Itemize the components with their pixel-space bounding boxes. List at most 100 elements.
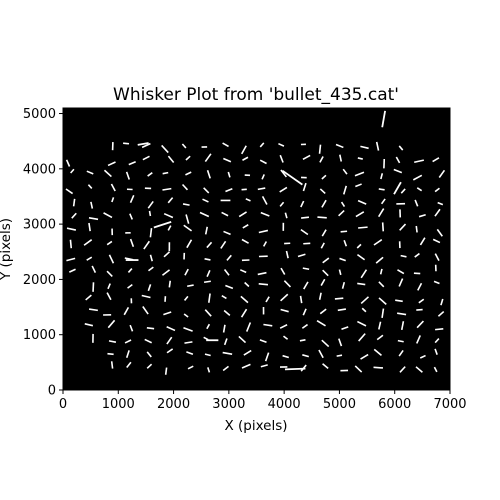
whisker xyxy=(377,208,385,218)
whisker xyxy=(318,349,324,359)
whisker xyxy=(356,253,366,261)
whisker xyxy=(343,239,348,247)
whisker xyxy=(395,299,403,303)
whisker xyxy=(149,254,154,262)
whisker xyxy=(319,188,326,195)
whisker xyxy=(341,326,349,330)
whisker xyxy=(146,327,155,330)
whisker xyxy=(342,185,348,195)
whisker xyxy=(319,308,327,315)
whisker xyxy=(223,230,231,236)
whisker xyxy=(339,154,343,162)
x-axis-label: X (pixels) xyxy=(224,418,287,434)
whisker xyxy=(434,338,440,344)
whisker xyxy=(107,352,114,356)
whisker xyxy=(245,198,251,202)
whisker xyxy=(185,155,191,161)
whisker xyxy=(302,154,311,161)
whisker xyxy=(417,282,423,291)
whisker xyxy=(238,211,247,218)
whisker xyxy=(300,200,305,208)
whisker xyxy=(183,295,189,301)
y-axis-label: Y (pixels) xyxy=(0,218,14,281)
whisker xyxy=(162,187,172,191)
whisker xyxy=(322,363,329,370)
whisker xyxy=(282,354,290,359)
whisker xyxy=(110,361,114,369)
whisker xyxy=(373,238,383,246)
whisker xyxy=(220,240,227,249)
whisker xyxy=(300,228,309,236)
whisker xyxy=(435,327,444,331)
whisker xyxy=(107,161,116,167)
x-tick-label: 5000 xyxy=(323,397,356,412)
whisker xyxy=(358,226,368,229)
whisker xyxy=(129,194,135,204)
whisker xyxy=(280,267,286,275)
whisker xyxy=(303,281,309,290)
whisker xyxy=(393,168,403,174)
whisker xyxy=(242,224,249,229)
whisker xyxy=(318,292,322,300)
whisker xyxy=(204,226,209,235)
whisker xyxy=(378,281,385,288)
whisker xyxy=(222,351,233,355)
whisker xyxy=(125,171,131,180)
whisker xyxy=(142,306,149,315)
y-tick-label: 4000 xyxy=(23,162,56,177)
whisker xyxy=(320,242,325,249)
whisker xyxy=(166,325,176,332)
whisker xyxy=(206,269,211,278)
y-tick-label: 5000 xyxy=(23,107,56,122)
whisker xyxy=(340,201,346,207)
whisker xyxy=(356,243,362,249)
whisker xyxy=(340,230,348,233)
whisker xyxy=(167,155,175,163)
whisker xyxy=(185,214,190,224)
whisker xyxy=(221,294,227,300)
whisker xyxy=(358,333,366,342)
whisker xyxy=(181,183,189,191)
whisker xyxy=(381,308,385,318)
whisker xyxy=(148,210,152,217)
whisker xyxy=(167,197,174,204)
whisker xyxy=(126,361,132,369)
whisker xyxy=(414,199,419,207)
whisker xyxy=(357,199,367,205)
whisker xyxy=(204,258,211,261)
whisker xyxy=(88,308,98,312)
whisker xyxy=(222,365,229,372)
whisker xyxy=(183,313,189,318)
whisker xyxy=(144,338,153,344)
whisker xyxy=(354,171,365,177)
whisker xyxy=(66,257,76,262)
whisker xyxy=(355,183,362,188)
whisker xyxy=(129,213,134,220)
whisker xyxy=(124,339,132,344)
whisker xyxy=(278,142,285,147)
whisker xyxy=(240,308,248,318)
whisker xyxy=(204,353,211,357)
whisker xyxy=(416,335,421,344)
whisker xyxy=(438,169,446,178)
whisker xyxy=(85,294,92,301)
whisker xyxy=(225,187,233,193)
whisker xyxy=(397,339,404,343)
whisker xyxy=(264,352,270,362)
whisker xyxy=(357,320,367,327)
whisker xyxy=(301,216,310,219)
whisker xyxy=(316,320,326,327)
whisker xyxy=(259,339,267,343)
whisker xyxy=(129,238,135,248)
whisker xyxy=(208,293,211,303)
whisker xyxy=(72,198,76,207)
whisker xyxy=(146,363,153,369)
whisker xyxy=(301,323,309,329)
whisker xyxy=(71,212,77,219)
whisker-long xyxy=(153,220,172,229)
whisker xyxy=(414,252,420,258)
whisker xyxy=(379,268,383,275)
whisker xyxy=(297,253,306,258)
whisker-layer xyxy=(65,110,446,375)
whisker xyxy=(221,211,229,217)
